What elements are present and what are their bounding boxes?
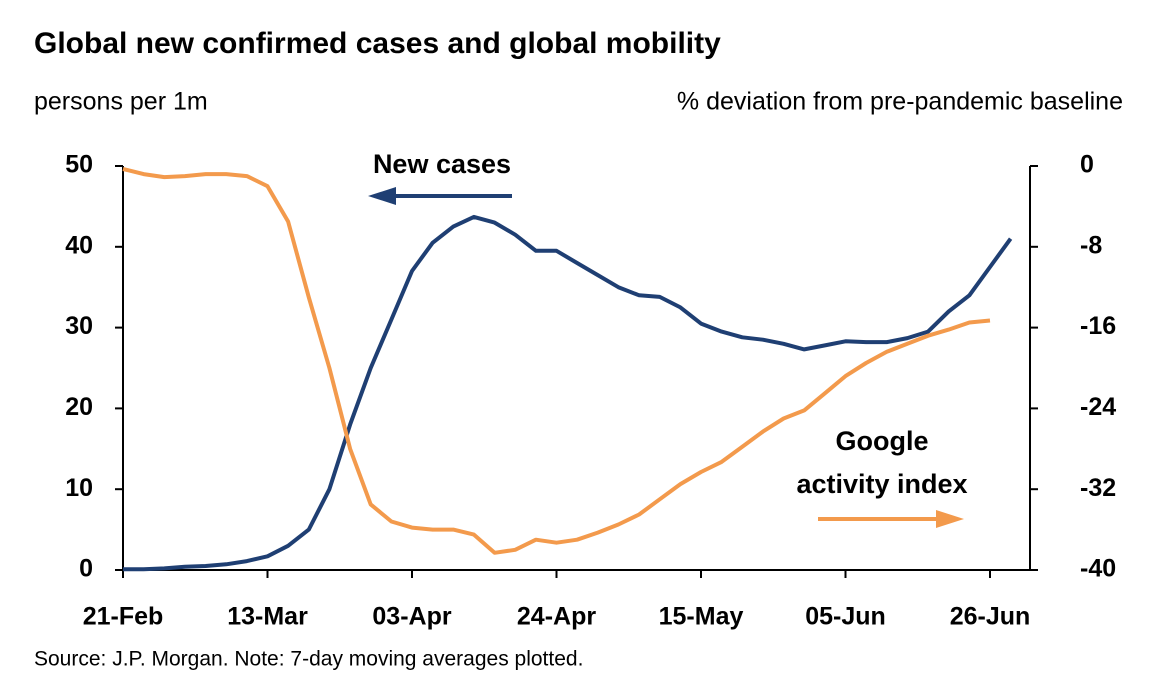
- y2-tick-label: -24: [1080, 393, 1116, 421]
- y-tick-label: 20: [65, 393, 93, 421]
- y2-axis-label: % deviation from pre-pandemic baseline: [677, 88, 1123, 116]
- y2-tick-label: -8: [1080, 231, 1102, 259]
- x-tick-label: 05-Jun: [805, 603, 886, 631]
- series-line: [123, 214, 1013, 572]
- y2-tick-label: -16: [1080, 312, 1116, 340]
- y2-tick-label: -32: [1080, 474, 1116, 502]
- y-tick-label: 0: [79, 555, 93, 583]
- y-tick-label: 50: [65, 151, 93, 179]
- x-tick-label: 26-Jun: [950, 603, 1031, 631]
- y2-tick-label: -40: [1080, 555, 1116, 583]
- y2-tick-label: 0: [1080, 151, 1094, 179]
- x-tick-label: 21-Feb: [83, 603, 164, 631]
- arrow-right: [818, 510, 964, 528]
- y-axis-label: persons per 1m: [34, 88, 208, 116]
- y-tick-label: 40: [65, 231, 93, 259]
- source-note: Source: J.P. Morgan. Note: 7-day moving …: [34, 648, 583, 671]
- x-tick-label: 13-Mar: [227, 603, 308, 631]
- x-tick-label: 15-May: [659, 603, 744, 631]
- arrow-left: [368, 187, 512, 205]
- annotation: Google: [836, 426, 929, 456]
- annotation: activity index: [796, 469, 967, 499]
- x-tick-label: 24-Apr: [517, 603, 596, 631]
- y-tick-label: 10: [65, 474, 93, 502]
- series-line: [122, 167, 991, 555]
- x-tick-label: 03-Apr: [372, 603, 451, 631]
- annotation: New cases: [373, 149, 511, 179]
- y-tick-label: 30: [65, 312, 93, 340]
- chart-title: Global new confirmed cases and global mo…: [34, 27, 721, 60]
